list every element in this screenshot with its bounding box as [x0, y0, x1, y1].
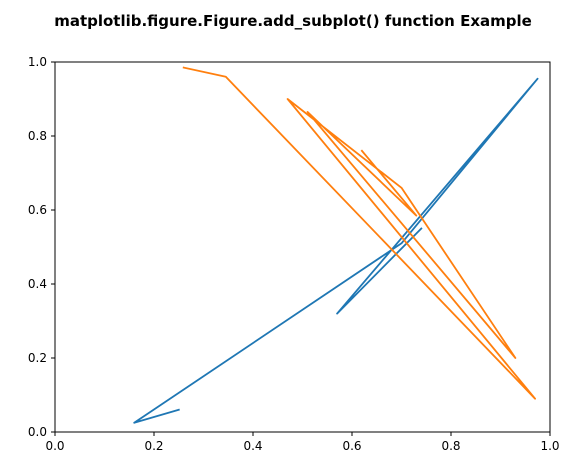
y-tick-label: 0.8 [28, 129, 47, 143]
y-tick-label: 0.4 [28, 277, 47, 291]
y-tick-label: 0.2 [28, 351, 47, 365]
x-tick-label: 0.8 [441, 439, 460, 453]
series-line-1 [133, 77, 539, 424]
y-tick-label: 1.0 [28, 55, 47, 69]
axes-frame [54, 61, 551, 433]
x-tick-label: 0.0 [45, 439, 64, 453]
x-tick-label: 0.4 [243, 439, 262, 453]
y-tick-label: 0.6 [28, 203, 47, 217]
series-line-2 [182, 66, 536, 400]
plot-area: 0.0 0.2 0.4 0.6 0.8 1.0 0.0 0.2 0.4 0.6 0.8 1.0 [28, 55, 560, 453]
x-tick-label: 0.2 [144, 439, 163, 453]
chart-title: matplotlib.figure.Figure.add_subplot() f… [54, 12, 532, 30]
y-tick-label: 0.0 [28, 425, 47, 439]
x-tick-label: 1.0 [540, 439, 559, 453]
x-tick-label: 0.6 [342, 439, 361, 453]
